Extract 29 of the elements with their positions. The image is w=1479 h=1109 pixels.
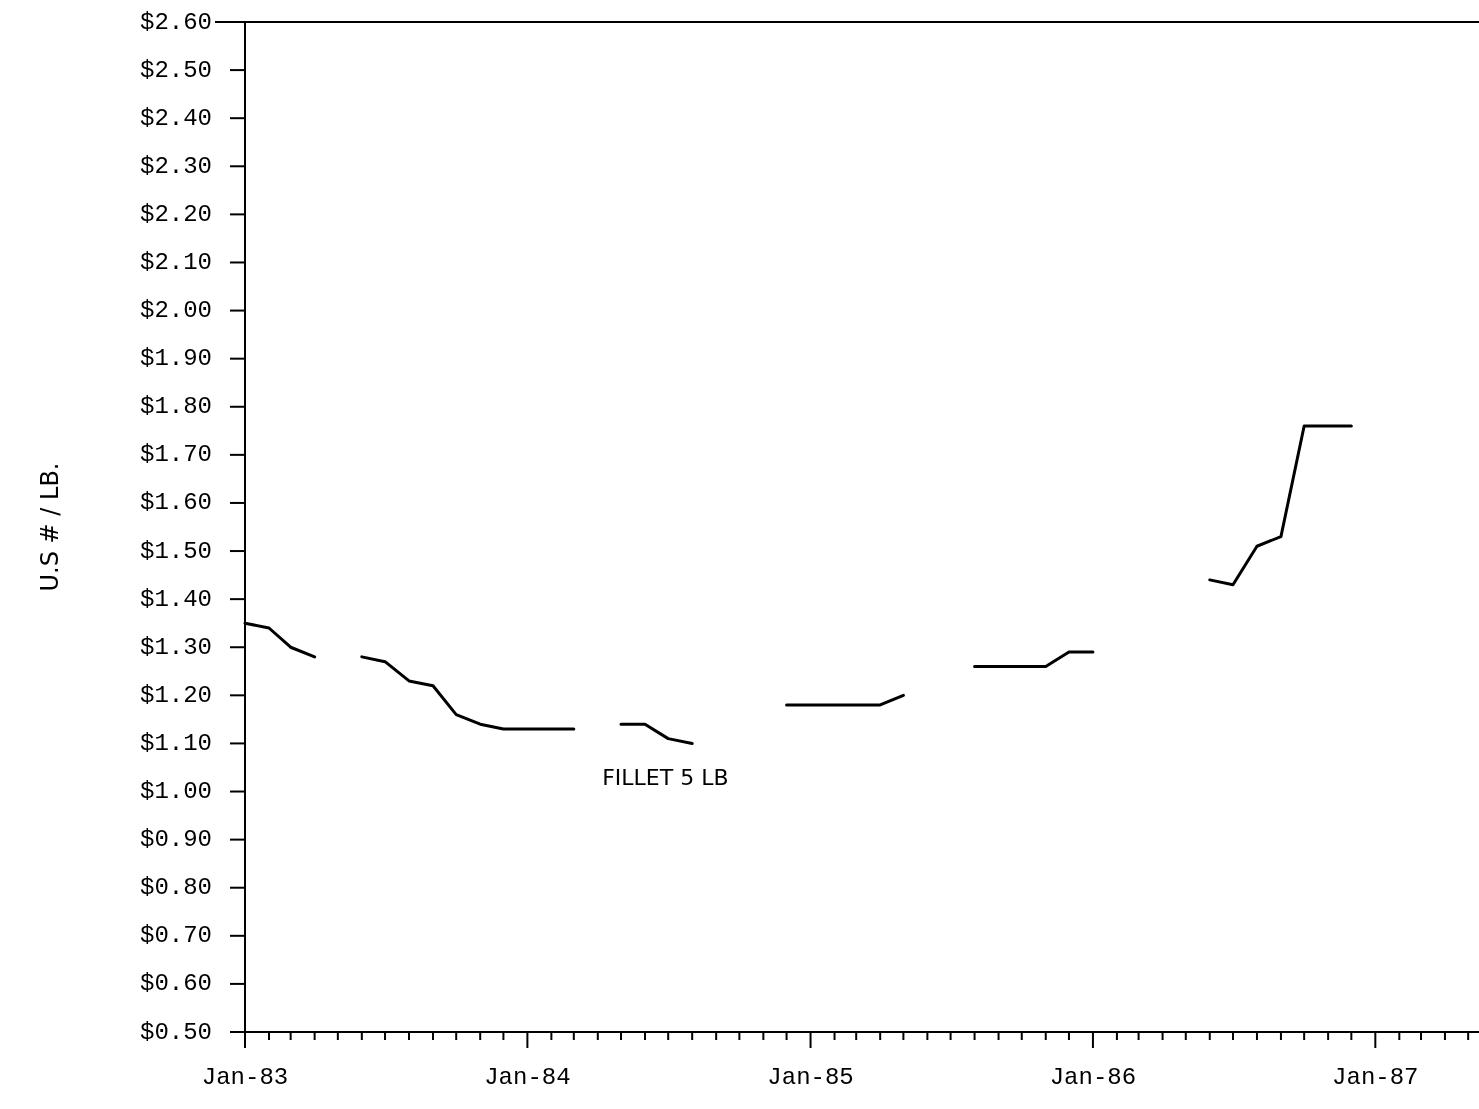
y-tick-label: $2.30 — [139, 152, 212, 180]
y-tick-label: $1.80 — [139, 393, 212, 421]
y-tick-label: $1.30 — [139, 633, 212, 661]
y-tick-label: $1.40 — [139, 585, 212, 613]
y-tick-label: $2.00 — [139, 297, 212, 325]
y-tick-label: $1.90 — [139, 345, 212, 373]
y-tick-label: $1.10 — [139, 729, 212, 757]
y-tick-label: $1.20 — [139, 681, 212, 709]
y-tick-label: $0.80 — [139, 874, 212, 902]
y-tick-label: $1.00 — [139, 778, 212, 806]
x-tick-label: Jan-85 — [767, 1063, 854, 1091]
y-tick-label: $2.60 — [139, 8, 212, 36]
y-tick-label: $2.50 — [139, 56, 212, 84]
x-tick-label: Jan-84 — [484, 1063, 571, 1091]
y-tick-label: $2.10 — [139, 248, 212, 276]
series-label: FILLET 5 LB — [602, 765, 729, 791]
y-tick-label: $1.70 — [139, 441, 212, 469]
x-tick-label: Jan-83 — [201, 1063, 289, 1091]
x-tick-label: Jan-86 — [1049, 1063, 1137, 1091]
y-tick-label: $2.20 — [139, 200, 212, 228]
y-tick-label: $0.50 — [139, 1018, 212, 1046]
y-tick-label: $1.60 — [139, 489, 212, 517]
x-tick-label: Jan-87 — [1332, 1063, 1419, 1091]
y-tick-label: $2.40 — [139, 104, 212, 132]
y-axis-title: U.S # / LB. — [36, 462, 64, 592]
y-tick-label: $0.70 — [139, 922, 212, 950]
y-tick-label: $0.60 — [139, 970, 212, 998]
y-tick-label: $1.50 — [139, 537, 212, 565]
y-tick-label: $0.90 — [139, 826, 212, 854]
